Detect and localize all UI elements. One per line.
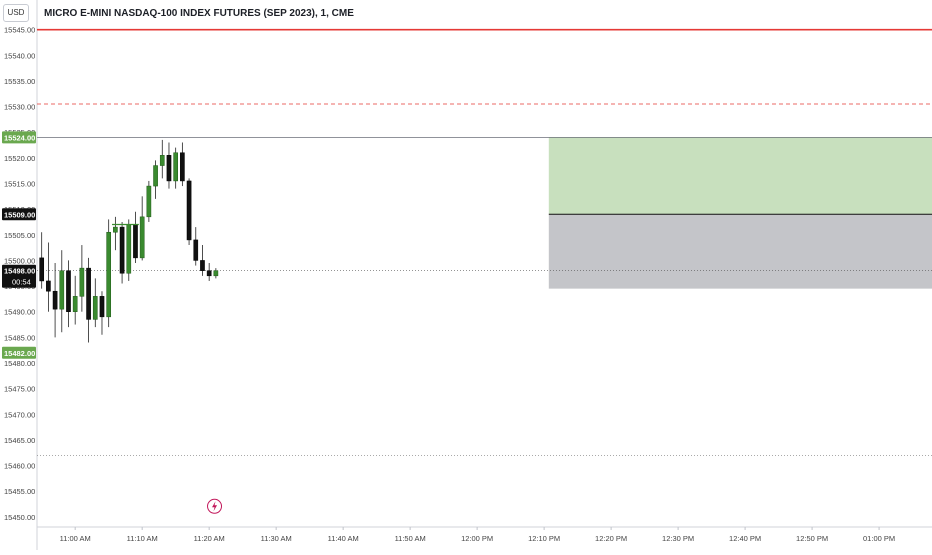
x-tick-label: 12:00 PM <box>461 534 493 543</box>
y-tick-label: 15465.00 <box>4 436 35 445</box>
y-tick-label: 15520.00 <box>4 154 35 163</box>
y-tick-label: 15455.00 <box>4 487 35 496</box>
x-tick-label: 11:10 AM <box>127 534 158 543</box>
y-tick-label: 15475.00 <box>4 385 35 394</box>
y-tick-label: 15500.00 <box>4 256 35 265</box>
x-tick-label: 12:20 PM <box>595 534 627 543</box>
candle-body-up[interactable] <box>126 224 132 274</box>
target-price-label-bg <box>2 131 36 144</box>
x-tick-label: 11:40 AM <box>328 534 359 543</box>
candle-body-up[interactable] <box>159 155 165 166</box>
current-price-label: 15498.00 <box>4 267 35 276</box>
candle-body-down[interactable] <box>66 270 71 312</box>
candle-body-down[interactable] <box>39 257 45 282</box>
stop-zone[interactable] <box>548 214 932 289</box>
candle-body-up[interactable] <box>213 270 219 277</box>
candle-body-down[interactable] <box>86 267 91 320</box>
y-tick-label: 15480.00 <box>4 359 35 368</box>
candle-body-down[interactable] <box>119 226 125 274</box>
candle-body-up[interactable] <box>139 216 145 259</box>
x-tick-label: 12:10 PM <box>528 534 560 543</box>
bar-countdown: 00:54 <box>12 278 31 287</box>
y-tick-label: 15470.00 <box>4 410 35 419</box>
x-tick-label: 12:50 PM <box>796 534 828 543</box>
chart-title: MICRO E-MINI NASDAQ-100 INDEX FUTURES (S… <box>44 8 354 19</box>
y-tick-label: 15490.00 <box>4 308 35 317</box>
candle-body-down[interactable] <box>200 260 205 271</box>
x-tick-label: 11:30 AM <box>261 534 292 543</box>
candle-body-up[interactable] <box>146 185 152 218</box>
candle-body-down[interactable] <box>166 155 172 182</box>
candle-body-down[interactable] <box>186 180 192 241</box>
candle-body-up[interactable] <box>59 270 65 310</box>
candle-body-down[interactable] <box>193 239 199 261</box>
y-tick-label: 15515.00 <box>4 180 35 189</box>
y-tick-label: 15450.00 <box>4 513 35 522</box>
candle-body-up[interactable] <box>173 152 178 182</box>
x-tick-label: 12:40 PM <box>729 534 761 543</box>
y-tick-label: 15530.00 <box>4 103 35 112</box>
candle-body-down[interactable] <box>46 280 51 292</box>
y-tick-label: 15460.00 <box>4 462 35 471</box>
candle-body-down[interactable] <box>133 224 138 259</box>
y-tick-label: 15540.00 <box>4 51 35 60</box>
lower-price-label-bg <box>2 346 36 359</box>
lower-price-label: 15482.00 <box>4 349 35 358</box>
x-tick-label: 11:00 AM <box>60 534 91 543</box>
y-tick-label: 15505.00 <box>4 231 35 240</box>
candle-body-up[interactable] <box>92 296 98 320</box>
x-tick-label: 11:50 AM <box>395 534 426 543</box>
candle-body-up[interactable] <box>113 226 118 233</box>
entry-price-label-bg <box>2 208 36 221</box>
target-price-label: 15524.00 <box>4 133 35 142</box>
currency-badge[interactable]: USD <box>3 4 29 22</box>
x-tick-label: 01:00 PM <box>863 534 895 543</box>
candle-body-down[interactable] <box>180 152 185 182</box>
x-tick-label: 12:30 PM <box>662 534 694 543</box>
x-tick-label: 11:20 AM <box>194 534 225 543</box>
y-tick-label: 15485.00 <box>4 333 35 342</box>
candle-body-down[interactable] <box>52 290 58 310</box>
lightning-icon <box>212 501 218 512</box>
target-zone[interactable] <box>548 137 932 215</box>
candle-body-up[interactable] <box>72 296 78 312</box>
candle-body-down[interactable] <box>206 270 212 277</box>
entry-price-label: 15509.00 <box>4 210 35 219</box>
y-tick-label: 15545.00 <box>4 26 35 35</box>
candle-body-up[interactable] <box>79 267 85 297</box>
candle-body-down[interactable] <box>99 296 105 318</box>
candle-body-up[interactable] <box>153 165 158 187</box>
y-tick-label: 15535.00 <box>4 77 35 86</box>
candle-body-up[interactable] <box>106 231 112 318</box>
current-price-label-bg <box>2 264 36 288</box>
